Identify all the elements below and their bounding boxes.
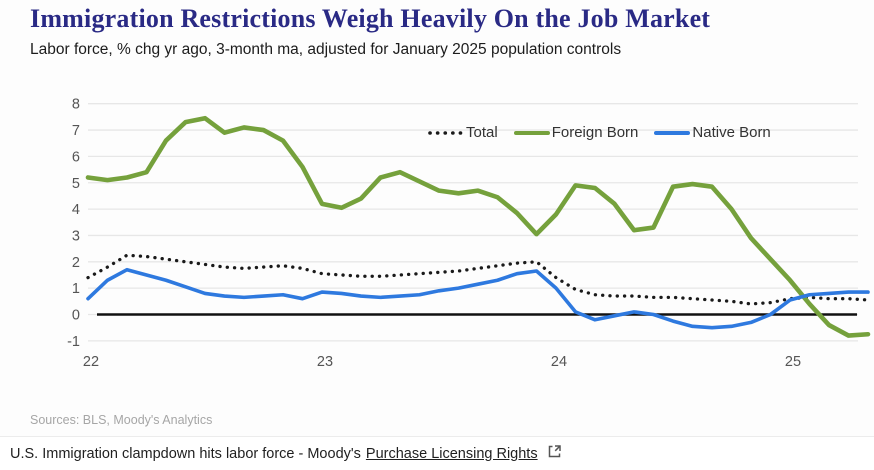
y-axis-tick-label: 8 [72, 97, 80, 113]
y-axis-tick-label: 6 [72, 149, 80, 165]
y-axis-tick-label: 5 [72, 176, 80, 192]
legend-swatch [654, 130, 691, 135]
x-axis-tick-label: 23 [317, 354, 333, 370]
x-axis-tick-label: 24 [551, 354, 567, 370]
x-axis-tick-label: 22 [83, 354, 99, 370]
page-title: Immigration Restrictions Weigh Heavily O… [30, 4, 711, 33]
y-axis-tick-label: 0 [72, 308, 80, 324]
legend-swatch [513, 130, 550, 135]
legend-item-native-born: Native Born [654, 124, 771, 141]
caption-text: U.S. Immigration clampdown hits labor fo… [10, 445, 361, 462]
legend-swatch [428, 130, 464, 135]
series-line-native-born [86, 267, 870, 330]
y-axis-tick-label: -1 [67, 334, 80, 350]
y-axis-tick-label: 4 [72, 202, 80, 218]
line-chart-plot: 8 7 6 5 4 3 2 1 0 -122 23 24 25 [67, 97, 871, 370]
legend-item-foreign-born: Foreign Born [513, 124, 639, 141]
legend-item-total: Total [428, 124, 498, 141]
legend-label: Total [466, 124, 498, 141]
y-axis-tick-label: 7 [72, 123, 80, 139]
chart-legend: Total Foreign Born Native Born [428, 124, 771, 141]
series-line-total [86, 253, 870, 306]
x-axis-tick-label: 25 [785, 354, 801, 370]
chart-subtitle: Labor force, % chg yr ago, 3-month ma, a… [30, 41, 622, 58]
series-line-foreign-born [85, 115, 871, 338]
sources-note: Sources: BLS, Moody's Analytics [30, 413, 213, 427]
purchase-licensing-rights-link[interactable]: Purchase Licensing Rights [365, 445, 538, 462]
chart-figure: Immigration Restrictions Weigh Heavily O… [30, 4, 871, 427]
y-axis-tick-label: 2 [72, 255, 80, 271]
y-axis-tick-label: 3 [72, 228, 80, 244]
y-axis-tick-label: 1 [72, 281, 80, 297]
legend-label: Foreign Born [551, 124, 639, 141]
legend-label: Native Born [692, 124, 771, 141]
caption-bar: U.S. Immigration clampdown hits labor fo… [0, 436, 874, 470]
external-link-icon[interactable] [547, 444, 562, 463]
